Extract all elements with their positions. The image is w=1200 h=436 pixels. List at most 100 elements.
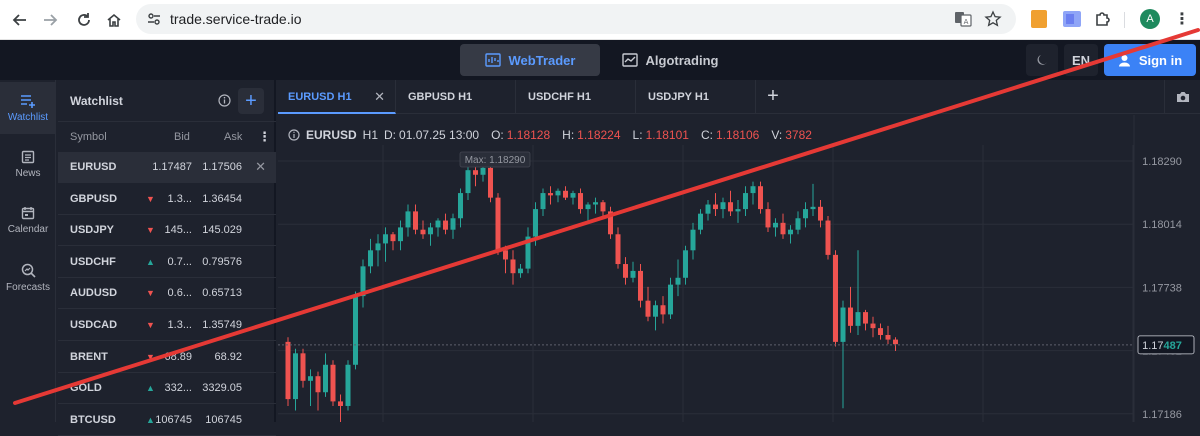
candle-body: [623, 264, 628, 278]
reload-icon[interactable]: [74, 10, 94, 30]
candle-body: [450, 218, 456, 230]
watchlist-row-usdjpy[interactable]: USDJPY ▼ 145... 145.029: [58, 215, 276, 247]
candlestick-chart[interactable]: 1.182901.180141.177381.174621.171861.174…: [278, 115, 1200, 422]
webtrader-icon: [484, 53, 501, 67]
column-symbol[interactable]: Symbol: [70, 131, 107, 143]
chart-tab-usdjpy[interactable]: USDJPY H1: [638, 80, 756, 114]
remove-symbol-icon[interactable]: ✕: [255, 159, 266, 174]
rail-item-watchlist[interactable]: Watchlist: [0, 82, 56, 134]
candle-body: [713, 204, 718, 210]
row-bid: 0.6...: [167, 287, 192, 300]
site-settings-icon[interactable]: [146, 11, 162, 32]
candle-body: [795, 218, 801, 230]
profile-avatar[interactable]: A: [1140, 9, 1160, 29]
candle-body: [540, 193, 546, 210]
chart-area[interactable]: EURUSD H1 D: 01.07.25 13:00 O: 1.18128 H: 1…: [278, 115, 1200, 422]
candle-body: [585, 204, 591, 210]
row-symbol: BRENT: [70, 350, 108, 363]
rail-item-label: Calendar: [7, 223, 49, 235]
candle-body: [615, 234, 621, 265]
candle-body: [473, 170, 478, 175]
candle-body: [525, 236, 531, 269]
extension-icon-orange[interactable]: [1030, 9, 1048, 34]
candle-body: [668, 284, 673, 315]
candle-body: [870, 323, 876, 329]
trend-up-icon: ▲: [146, 383, 155, 394]
candle-body: [885, 335, 891, 340]
chart-tab-usdchf[interactable]: USDCHF H1: [518, 80, 636, 114]
row-symbol: USDCAD: [70, 319, 118, 331]
add-symbol-button[interactable]: +: [238, 88, 264, 114]
candle-body: [510, 259, 516, 274]
rail-item-calendar[interactable]: Calendar: [0, 194, 56, 246]
column-ask[interactable]: Ask: [224, 131, 243, 143]
tab-algotrading[interactable]: Algotrading: [614, 44, 726, 76]
candle-body: [750, 186, 756, 194]
column-bid[interactable]: Bid: [174, 131, 190, 143]
camera-icon[interactable]: [1176, 90, 1190, 108]
candle-body: [645, 300, 651, 317]
candle-body: [825, 220, 831, 255]
candle-body: [840, 307, 846, 342]
browser-menu-icon[interactable]: ⋮: [1174, 11, 1190, 28]
candle-body: [863, 312, 868, 324]
candle-body: [428, 227, 433, 235]
home-icon[interactable]: [104, 10, 124, 30]
candle-body: [788, 229, 793, 235]
extension-icon-purple[interactable]: [1062, 9, 1082, 34]
watchlist-icon: [21, 94, 35, 108]
chart-tab-label: USDJPY H1: [648, 91, 709, 103]
watchlist-row-eurusd[interactable]: EURUSD 1.17487 1.17506 ✕: [58, 152, 276, 183]
watchlist-row-usdcad[interactable]: USDCAD ▼ 1.3... 1.35749: [58, 310, 276, 341]
max-label: Max: 1.18290: [465, 155, 526, 166]
rail-item-news[interactable]: News: [0, 138, 56, 190]
watchlist-row-gbpusd[interactable]: GBPUSD ▼ 1.3... 1.36454: [58, 184, 276, 215]
current-price-prefix: 1.17: [1142, 340, 1163, 352]
row-symbol: GOLD: [70, 382, 102, 395]
algotrading-icon: [621, 53, 638, 67]
watchlist-row-usdchf[interactable]: USDCHF ▲ 0.7... 0.79576: [58, 247, 276, 278]
watchlist-row-gold[interactable]: GOLD ▲ 332... 3329.05: [58, 373, 276, 405]
watchlist-row-brent[interactable]: BRENT ▼ 68.89 68.92: [58, 342, 276, 373]
row-ask: 0.79576: [202, 255, 242, 268]
back-icon[interactable]: [10, 10, 30, 30]
address-bar[interactable]: trade.service-trade.io A: [136, 4, 1016, 34]
candle-body: [345, 364, 351, 406]
columns-menu-icon[interactable]: ⋮: [258, 129, 271, 144]
row-symbol: USDJPY: [70, 224, 115, 237]
candle-body: [398, 227, 403, 242]
watchlist-header: Watchlist +: [58, 80, 276, 122]
chart-tabs-bar: EURUSD H1 ✕ GBPUSD H1 USDCHF H1 USDJPY H…: [278, 80, 1200, 114]
candle-body: [570, 193, 576, 198]
watchlist-row-audusd[interactable]: AUDUSD ▼ 0.6... 0.65713: [58, 278, 276, 310]
forward-icon[interactable]: [40, 10, 60, 30]
extensions-puzzle-icon[interactable]: [1094, 9, 1112, 34]
translate-icon[interactable]: A: [954, 10, 972, 33]
info-icon[interactable]: [218, 94, 231, 112]
chart-tab-eurusd[interactable]: EURUSD H1 ✕: [278, 80, 396, 114]
theme-toggle-button[interactable]: [1026, 44, 1058, 76]
bookmark-star-icon[interactable]: [984, 10, 1002, 33]
tab-webtrader[interactable]: WebTrader: [460, 44, 600, 76]
candle-body: [330, 364, 336, 402]
sign-in-button[interactable]: Sign in: [1104, 44, 1196, 76]
current-price-suffix: 487: [1164, 340, 1182, 352]
rail-item-label: Watchlist: [7, 111, 49, 123]
row-bid: 1.17487: [152, 161, 192, 173]
candle-body: [563, 190, 568, 198]
rail-item-forecasts[interactable]: Forecasts: [0, 252, 56, 304]
candle-body: [600, 202, 606, 212]
chart-tab-gbpusd[interactable]: GBPUSD H1: [398, 80, 516, 114]
watchlist-row-btcusd[interactable]: BTCUSD ▲ 106745 106745: [58, 405, 276, 436]
language-button[interactable]: EN: [1064, 44, 1098, 76]
add-chart-tab-button[interactable]: +: [767, 85, 779, 107]
candle-body: [810, 206, 816, 210]
close-tab-icon[interactable]: ✕: [374, 89, 385, 104]
row-symbol: EURUSD: [70, 161, 117, 173]
svg-text:A: A: [964, 18, 969, 26]
candle-body: [533, 209, 538, 237]
candle-body: [375, 243, 381, 251]
trend-down-icon: ▼: [146, 193, 155, 204]
candle-body: [593, 202, 598, 205]
candle-body: [488, 167, 493, 198]
